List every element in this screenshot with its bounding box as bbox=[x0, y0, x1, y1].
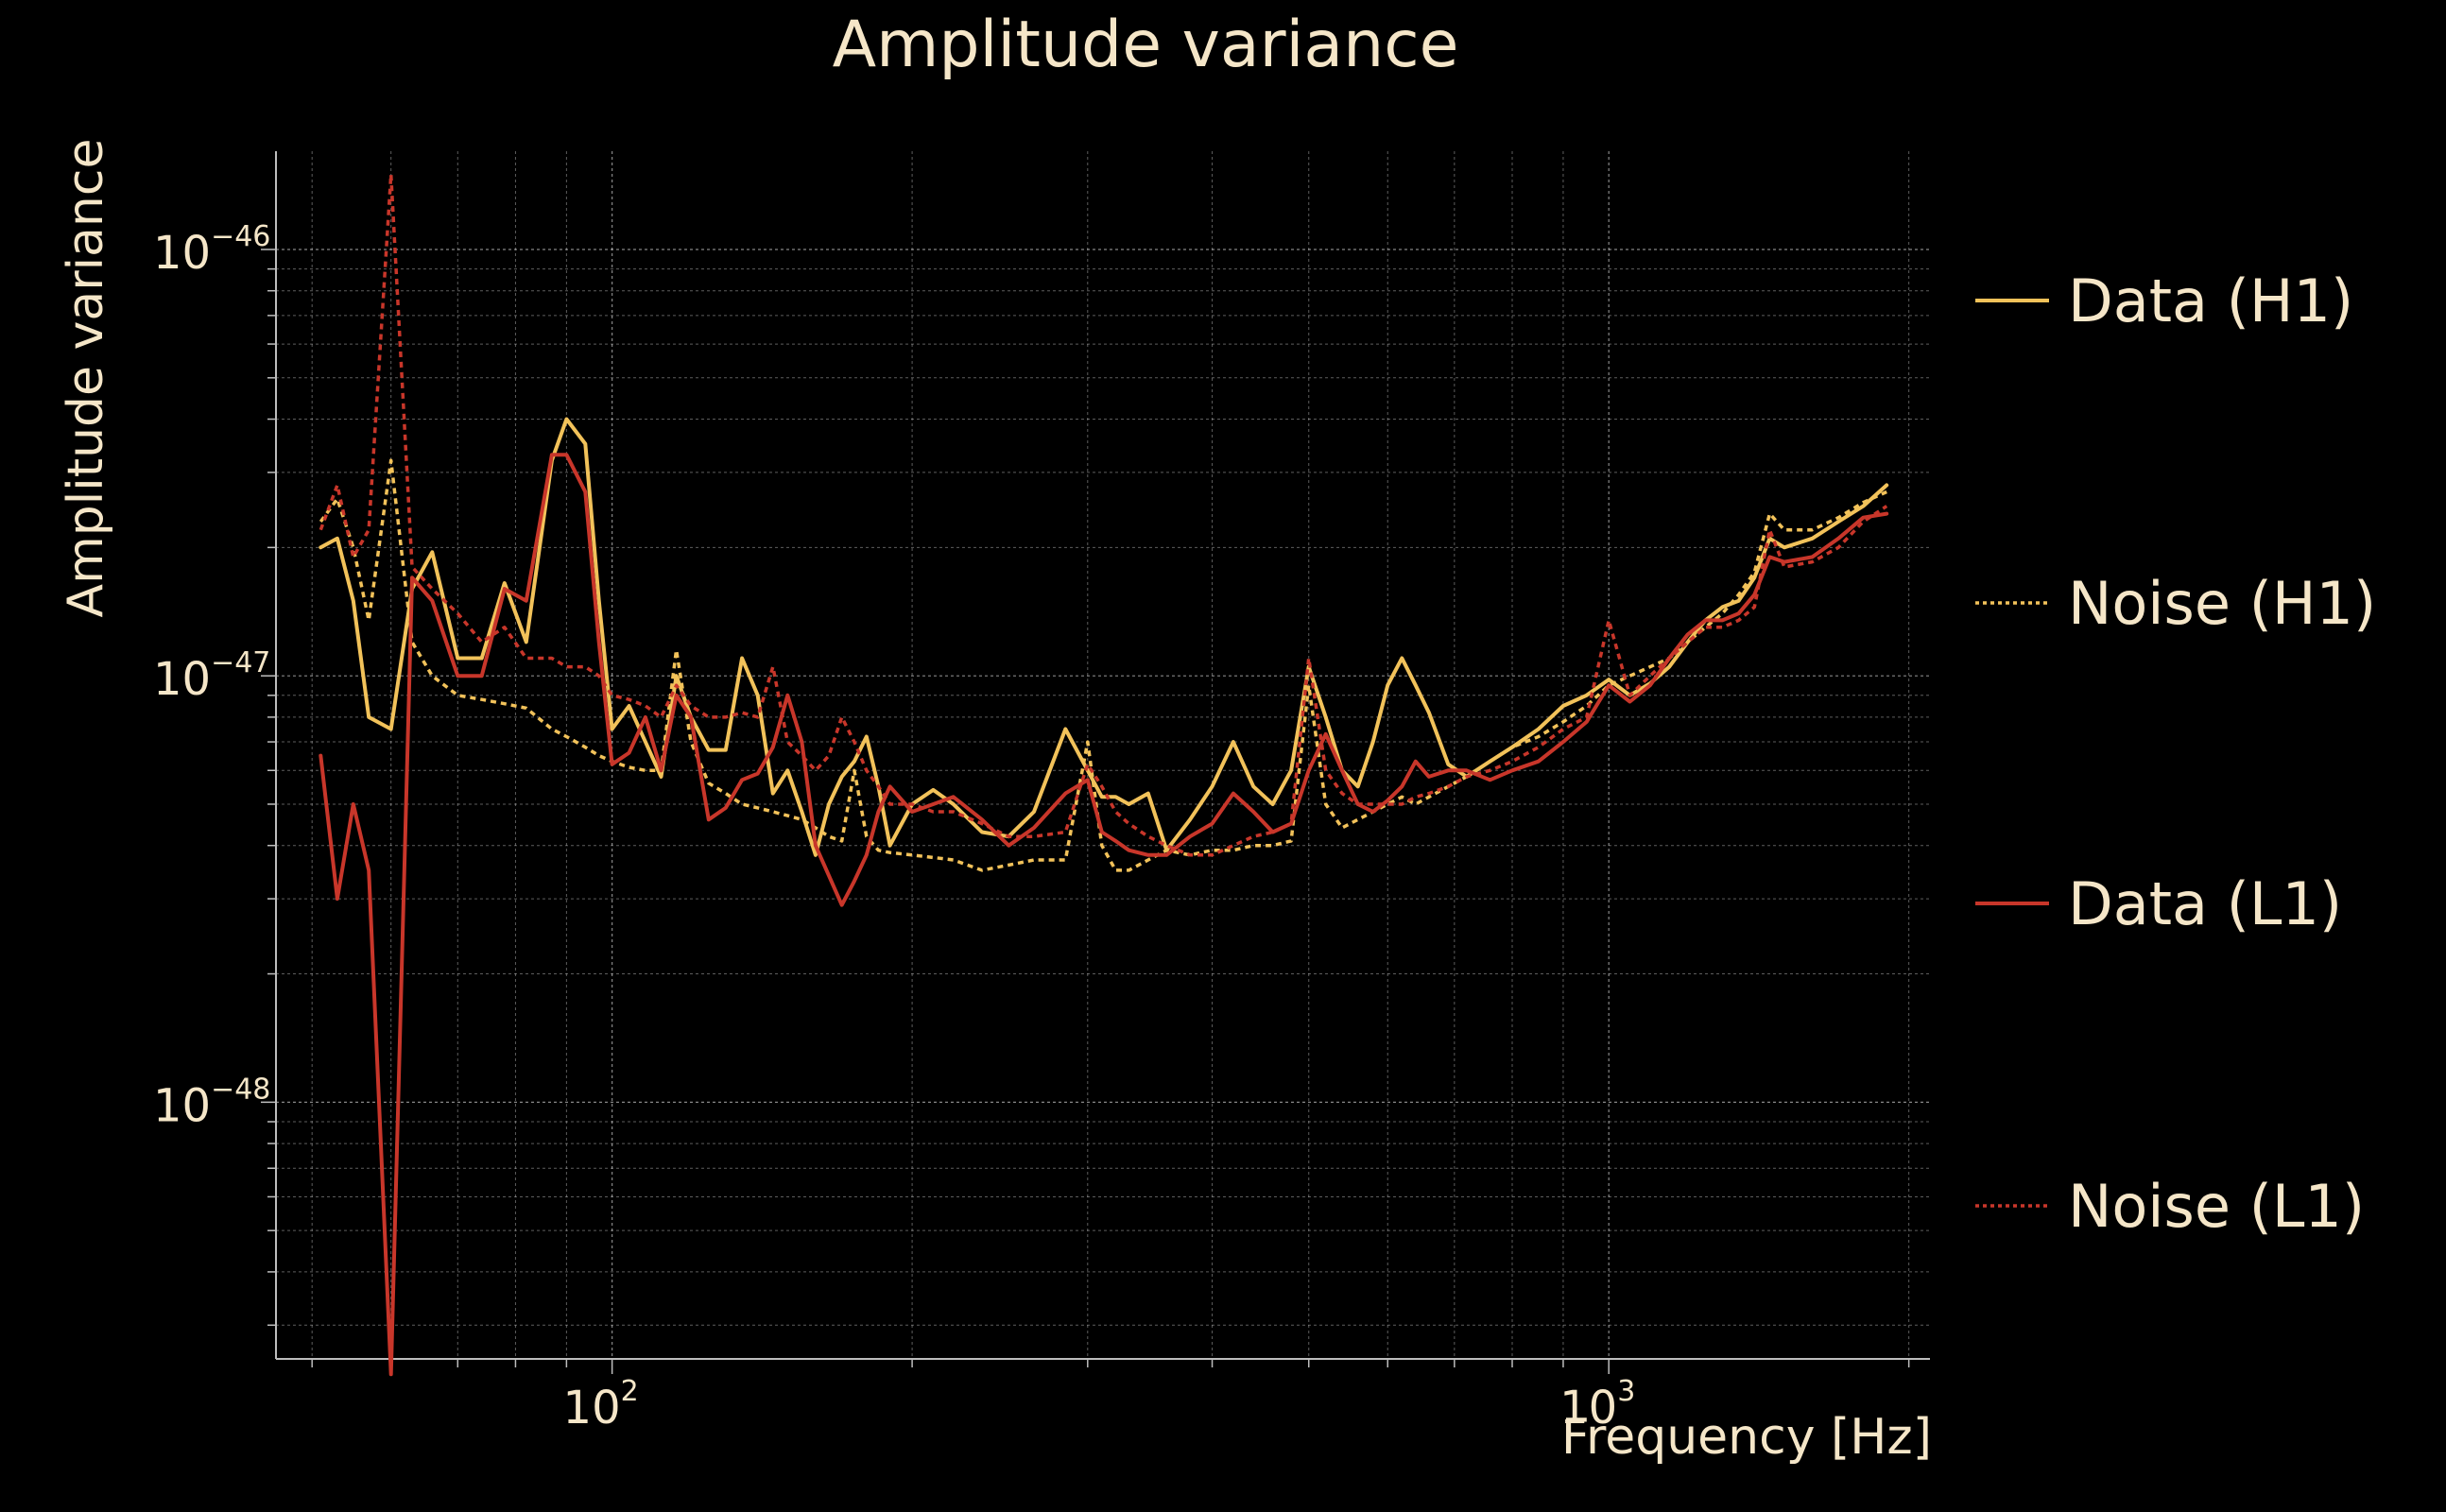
x-tick-label: 102 bbox=[563, 1375, 639, 1435]
series-lines bbox=[319, 172, 1889, 1377]
x-tick-exponent: 3 bbox=[1617, 1375, 1635, 1408]
legend-label-2: Noise (H1) bbox=[2068, 569, 2376, 638]
legend: Data (H1) Noise (H1) Data (L1) Noise (L1) bbox=[1975, 266, 2376, 1241]
x-tick-base: 10 bbox=[563, 1382, 621, 1435]
series-line-4 bbox=[319, 172, 1888, 857]
series-line-2 bbox=[319, 458, 1887, 872]
y-tick-base: 10 bbox=[153, 1079, 211, 1132]
axes bbox=[261, 151, 1930, 1374]
x-tick-exponent: 2 bbox=[621, 1375, 639, 1408]
legend-label-4: Noise (L1) bbox=[2068, 1172, 2365, 1241]
chart-title: Amplitude variance bbox=[833, 8, 1459, 82]
series-line-1 bbox=[319, 417, 1889, 857]
x-tick-base: 10 bbox=[1559, 1382, 1617, 1435]
y-tick-exponent: −46 bbox=[211, 220, 270, 253]
y-tick-exponent: −47 bbox=[211, 646, 270, 679]
y-tick-base: 10 bbox=[153, 653, 211, 706]
y-tick-label: 10−47 bbox=[153, 646, 270, 706]
legend-label-3: Data (L1) bbox=[2068, 869, 2342, 938]
legend-label-1: Data (H1) bbox=[2068, 266, 2353, 335]
y-axis-label: Amplitude variance bbox=[58, 139, 114, 618]
series-line-3 bbox=[319, 453, 1889, 1377]
x-tick-label: 103 bbox=[1559, 1375, 1635, 1435]
y-tick-label: 10−46 bbox=[153, 220, 270, 280]
y-tick-label: 10−48 bbox=[153, 1073, 270, 1132]
x-axis-label: Frequency [Hz] bbox=[1561, 1409, 1932, 1466]
gridlines bbox=[276, 151, 1930, 1359]
y-tick-base: 10 bbox=[153, 227, 211, 280]
y-tick-exponent: −48 bbox=[211, 1073, 270, 1106]
